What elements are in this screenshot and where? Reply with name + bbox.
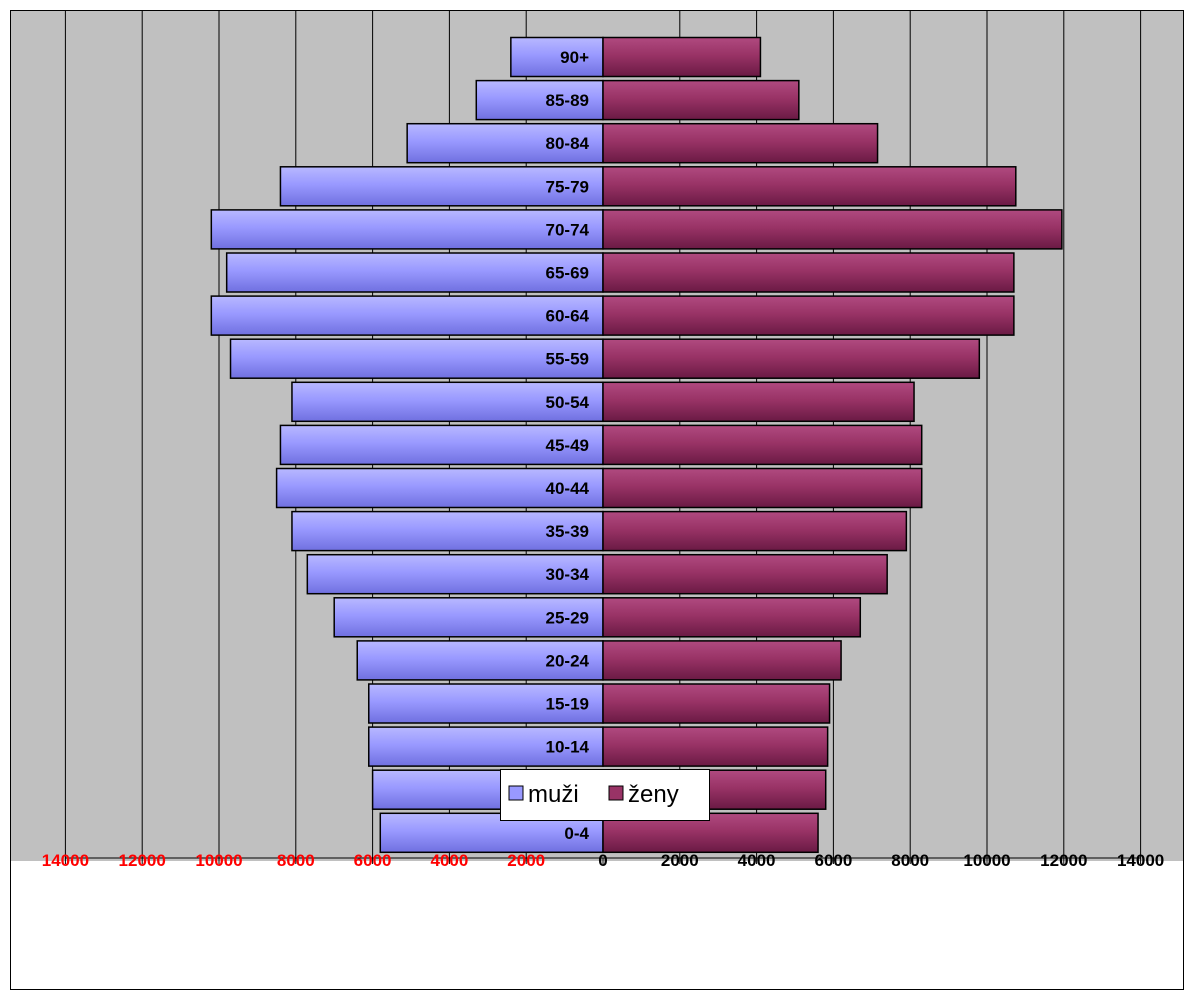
x-tick-label: 8000 xyxy=(891,851,929,870)
age-label: 0-4 xyxy=(564,824,589,843)
bar-zeny-15-19 xyxy=(602,683,831,724)
bar-muzi-75-79 xyxy=(279,166,604,207)
age-label: 40-44 xyxy=(546,479,590,498)
bar-zeny-85-89 xyxy=(602,79,800,121)
age-label: 10-14 xyxy=(546,738,590,757)
bar-muzi-90+ xyxy=(510,36,604,78)
bar-muzi-40-44 xyxy=(275,467,604,509)
bar-zeny-60-64 xyxy=(602,295,1015,336)
bar-muzi-60-64 xyxy=(210,295,604,336)
age-label: 55-59 xyxy=(546,350,589,369)
x-tick-label: 6000 xyxy=(354,851,392,870)
x-tick-label: 8000 xyxy=(277,851,315,870)
bar-zeny-50-54 xyxy=(602,381,915,423)
bar-muzi-65-69 xyxy=(225,252,604,293)
bar-muzi-10-14 xyxy=(368,726,604,767)
age-label: 15-19 xyxy=(546,695,589,714)
bar-muzi-20-24 xyxy=(356,640,604,681)
age-label: 45-49 xyxy=(546,436,589,455)
bar-muzi-85-89 xyxy=(475,79,604,121)
bar-zeny-90+ xyxy=(602,36,762,78)
legend-label: muži xyxy=(528,781,579,808)
x-tick-label: 4000 xyxy=(738,851,776,870)
age-label: 90+ xyxy=(560,48,589,67)
bar-zeny-10-14 xyxy=(602,726,829,767)
x-tick-label: 2000 xyxy=(507,851,545,870)
bar-zeny-55-59 xyxy=(602,338,981,379)
x-tick-label: 12000 xyxy=(1040,851,1087,870)
age-label: 25-29 xyxy=(546,608,589,627)
bar-zeny-65-69 xyxy=(602,252,1015,293)
bar-muzi-80-84 xyxy=(406,122,604,164)
bar-zeny-45-49 xyxy=(602,424,923,466)
age-label: 75-79 xyxy=(546,177,589,196)
age-label: 20-24 xyxy=(546,651,590,670)
age-label: 85-89 xyxy=(546,91,589,110)
x-tick-label: 6000 xyxy=(814,851,852,870)
legend-swatch xyxy=(508,785,524,801)
bar-muzi-70-74 xyxy=(210,209,604,250)
age-label: 50-54 xyxy=(546,393,590,412)
x-axis: 14000 12000 10000 8000 6000 4000 2000 0 2000 4000… xyxy=(42,851,1164,870)
x-tick-label: 0 xyxy=(598,851,607,870)
bar-zeny-20-24 xyxy=(602,640,842,681)
age-label: 80-84 xyxy=(546,134,590,153)
bar-zeny-70-74 xyxy=(602,209,1063,250)
legend-label: ženy xyxy=(628,781,679,808)
age-label: 65-69 xyxy=(546,264,589,283)
bar-zeny-30-34 xyxy=(602,553,888,595)
bar-muzi-15-19 xyxy=(368,683,604,724)
bar-muzi-55-59 xyxy=(229,338,604,379)
bar-muzi-35-39 xyxy=(291,510,604,552)
x-tick-label: 10000 xyxy=(963,851,1010,870)
bar-zeny-40-44 xyxy=(602,467,923,509)
legend: muži ženy xyxy=(500,769,710,821)
x-tick-label: 2000 xyxy=(661,851,699,870)
age-label: 60-64 xyxy=(546,307,590,326)
legend-box xyxy=(500,769,710,821)
x-tick-label: 14000 xyxy=(1117,851,1164,870)
bar-muzi-50-54 xyxy=(291,381,604,423)
bar-zeny-35-39 xyxy=(602,510,908,552)
age-label: 70-74 xyxy=(546,220,590,239)
age-label: 30-34 xyxy=(546,565,590,584)
x-tick-label: 14000 xyxy=(42,851,89,870)
x-tick-label: 12000 xyxy=(119,851,166,870)
bar-zeny-25-29 xyxy=(602,597,862,638)
legend-swatch xyxy=(608,785,624,801)
bar-zeny-75-79 xyxy=(602,166,1017,207)
bars xyxy=(210,36,1063,854)
age-label: 35-39 xyxy=(546,522,589,541)
x-tick-label: 10000 xyxy=(195,851,242,870)
x-tick-label: 4000 xyxy=(430,851,468,870)
bar-zeny-80-84 xyxy=(602,122,879,164)
